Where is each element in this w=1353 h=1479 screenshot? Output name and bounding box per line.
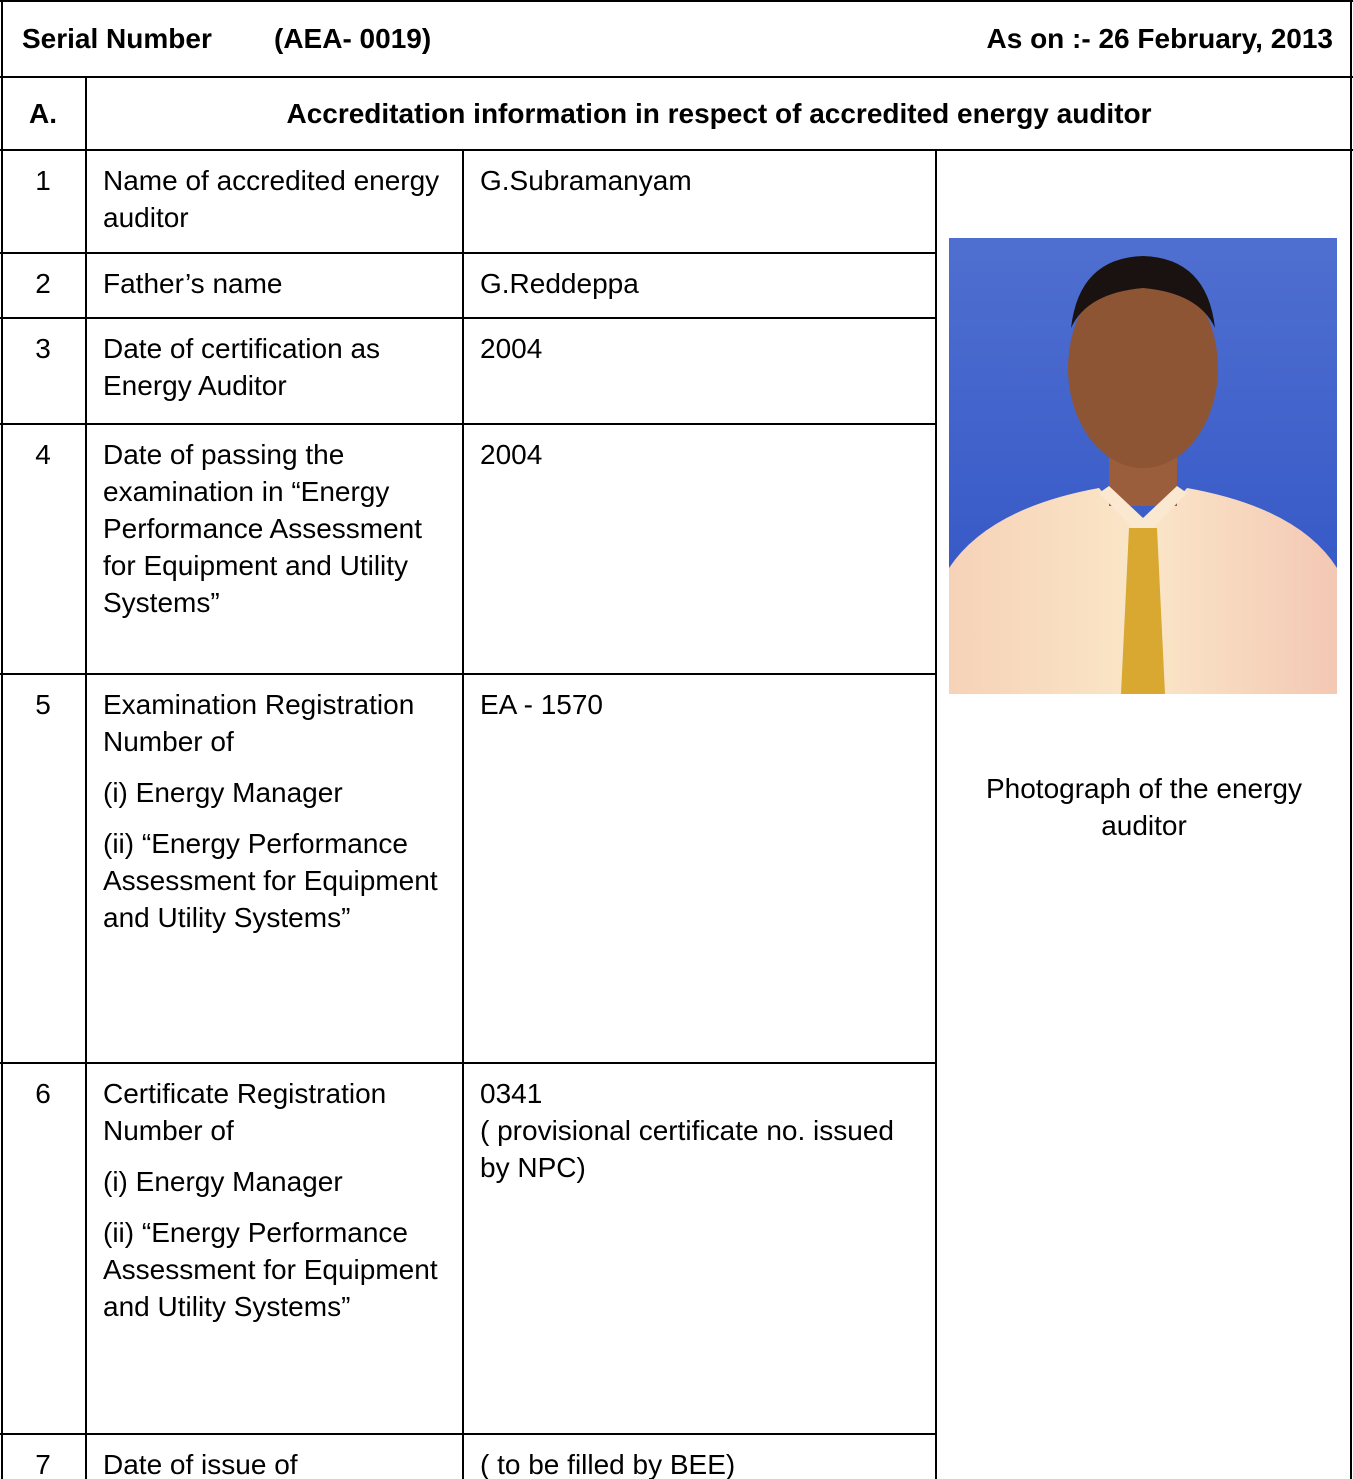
rule (0, 252, 937, 254)
row-number: 5 (1, 686, 85, 723)
label-text: Date of passing the examination in “Ener… (103, 436, 453, 621)
document: Serial Number (AEA- 0019) As on :- 26 Fe… (0, 0, 1353, 1479)
label-text: Date of certification as Energy Auditor (103, 330, 453, 404)
label-text: Certificate Registration Number of (103, 1075, 453, 1149)
label-text: (ii) “Energy Performance Assessment for … (103, 1214, 453, 1325)
rule (0, 149, 1353, 151)
photo (949, 238, 1337, 694)
label-text: Date of issue of (103, 1446, 453, 1479)
section-letter: A. (0, 95, 86, 132)
photo-caption: Photograph of the energy auditor (937, 770, 1351, 844)
rule (462, 149, 464, 1479)
label-text: Examination Registration Number of (103, 686, 453, 760)
rule (85, 76, 87, 1479)
serial-value: (AEA- 0019) (274, 20, 431, 57)
row-label: Certificate Registration Number of (i) En… (103, 1075, 453, 1339)
row-number: 7 (1, 1446, 85, 1479)
row-label: Father’s name (103, 265, 453, 316)
value-text: G.Subramanyam (480, 162, 920, 199)
value-text: ( to be filled by BEE) (480, 1446, 920, 1479)
rule (0, 76, 1353, 78)
rule (0, 673, 937, 675)
row-number: 6 (1, 1075, 85, 1112)
section-title: Accreditation information in respect of … (87, 95, 1351, 132)
value-text: EA - 1570 (480, 686, 920, 723)
row-label: Examination Registration Number of (i) En… (103, 686, 453, 950)
row-value: 2004 (480, 330, 920, 367)
row-label: Date of passing the examination in “Ener… (103, 436, 453, 635)
value-text: G.Reddeppa (480, 265, 920, 302)
row-number: 2 (1, 265, 85, 302)
serial-label: Serial Number (22, 20, 212, 57)
row-number: 1 (1, 162, 85, 199)
rule (1350, 0, 1352, 1479)
label-text: Name of accredited energy auditor (103, 162, 453, 236)
row-number: 4 (1, 436, 85, 473)
row-number: 3 (1, 330, 85, 367)
row-label: Date of certification as Energy Auditor (103, 330, 453, 418)
value-text: ( provisional certificate no. issued by … (480, 1112, 920, 1186)
row-value: EA - 1570 (480, 686, 920, 723)
rule (0, 0, 1353, 2)
rule (1, 0, 3, 1479)
row-value: 0341( provisional certificate no. issued… (480, 1075, 920, 1186)
row-value: G.Subramanyam (480, 162, 920, 199)
value-text: 2004 (480, 330, 920, 367)
value-text: 0341 (480, 1075, 920, 1112)
rule (0, 423, 937, 425)
rule (0, 1433, 937, 1435)
label-text: (i) Energy Manager (103, 774, 453, 811)
as-on-date: As on :- 26 February, 2013 (987, 20, 1334, 57)
value-text: 2004 (480, 436, 920, 473)
row-value: 2004 (480, 436, 920, 473)
label-text: (ii) “Energy Performance Assessment for … (103, 825, 453, 936)
label-text: (i) Energy Manager (103, 1163, 453, 1200)
rule (0, 317, 937, 319)
row-label: Name of accredited energy auditor (103, 162, 453, 250)
label-text: Father’s name (103, 265, 453, 302)
rule (0, 1062, 937, 1064)
row-label: Date of issue of (103, 1446, 453, 1479)
row-value: G.Reddeppa (480, 265, 920, 302)
row-value: ( to be filled by BEE) (480, 1446, 920, 1479)
